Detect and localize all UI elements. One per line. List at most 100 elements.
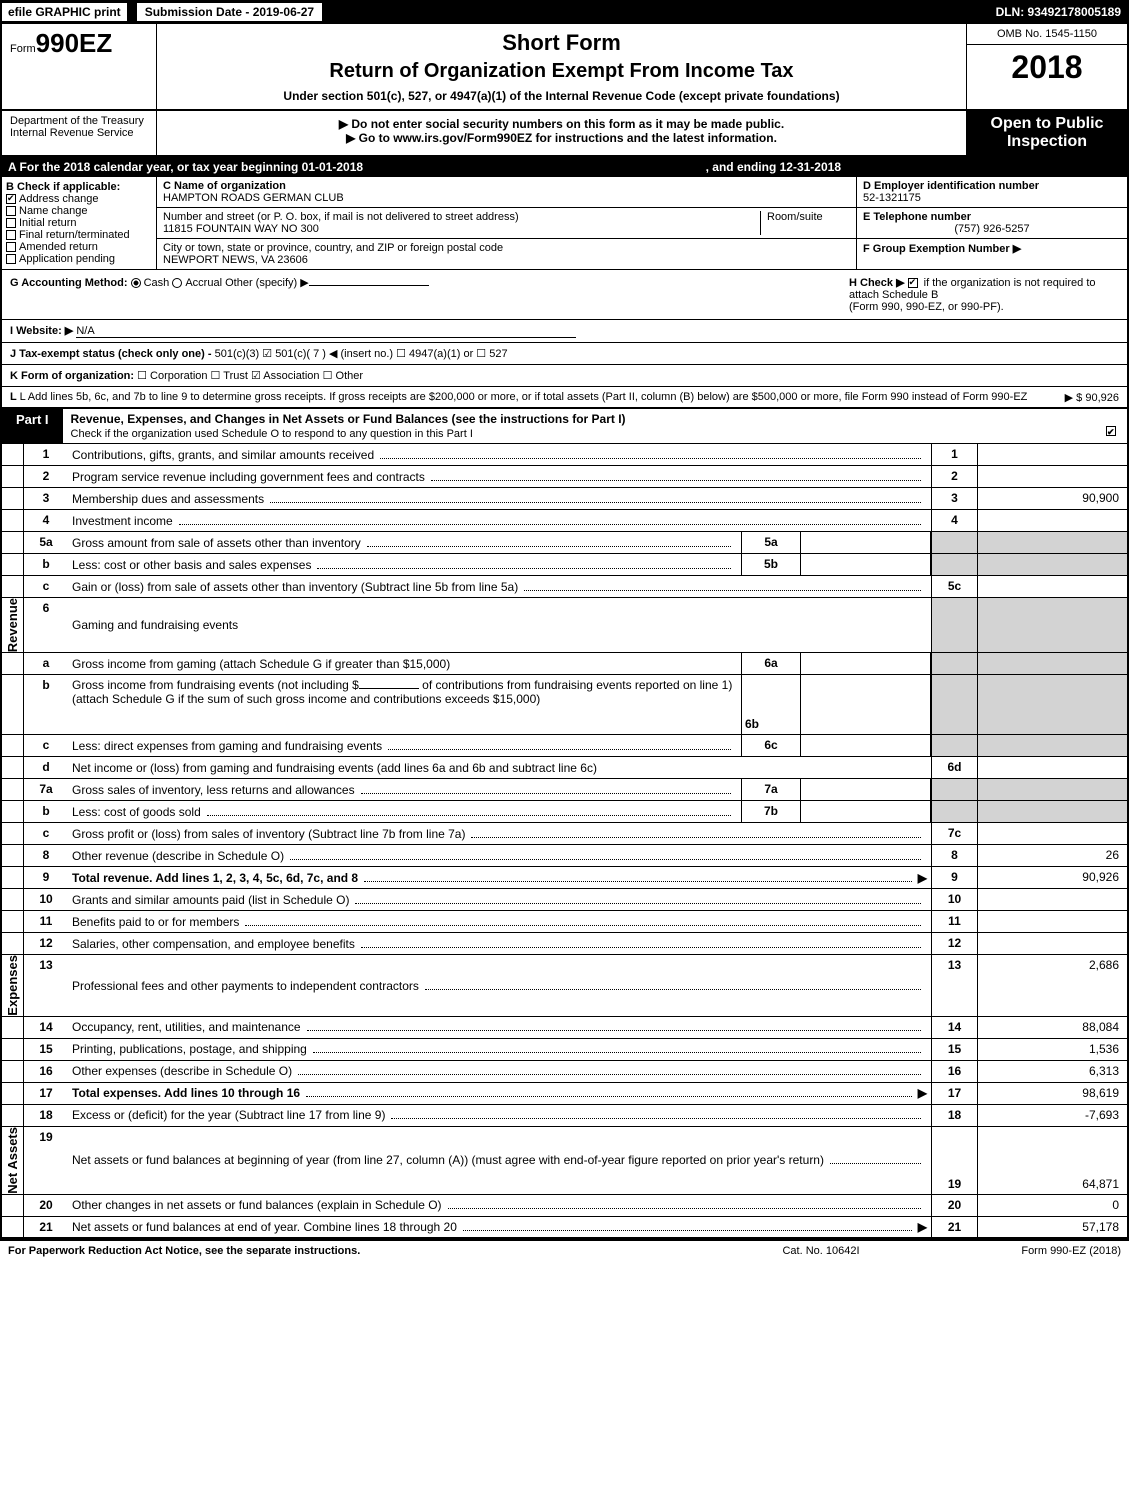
f-row: F Group Exemption Number ▶ [857, 239, 1127, 258]
h-line2: (Form 990, 990-EZ, or 990-PF). [849, 301, 1004, 313]
g-other-input[interactable] [309, 285, 429, 286]
checkbox-address-change[interactable] [6, 194, 16, 204]
line-7c: c Gross profit or (loss) from sales of i… [0, 823, 1129, 845]
side-revenue-spacer [2, 444, 24, 465]
line-2: 2 Program service revenue including gove… [0, 466, 1129, 488]
line-5a: 5a Gross amount from sale of assets othe… [0, 532, 1129, 554]
b-item-1[interactable]: Name change [6, 205, 152, 217]
ln16-val: 6,313 [977, 1061, 1127, 1082]
efile-label: efile GRAPHIC print [0, 1, 129, 23]
c-city-row: City or town, state or province, country… [157, 239, 856, 269]
ln13-val: 2,686 [977, 955, 1127, 1016]
omb-number: OMB No. 1545-1150 [967, 24, 1127, 45]
line-7a: 7a Gross sales of inventory, less return… [0, 779, 1129, 801]
radio-cash[interactable] [131, 278, 141, 288]
part1-checkbox[interactable] [1106, 426, 1116, 436]
line-15: 15 Printing, publications, postage, and … [0, 1039, 1129, 1061]
c-city-lbl: City or town, state or province, country… [163, 242, 503, 254]
short-form-title: Short Form [169, 30, 954, 56]
checkbox-h[interactable] [908, 278, 918, 288]
side-tab-expenses: Expenses [2, 955, 24, 1016]
line-8: 8 Other revenue (describe in Schedule O)… [0, 845, 1129, 867]
part1-title: Revenue, Expenses, and Changes in Net As… [63, 409, 1127, 443]
l-total: ▶ $ 90,926 [1065, 391, 1119, 404]
c-street-lbl: Number and street (or P. O. box, if mail… [163, 211, 760, 223]
ln18-val: -7,693 [977, 1105, 1127, 1126]
line-10: 10 Grants and similar amounts paid (list… [0, 889, 1129, 911]
e-row: E Telephone number (757) 926-5257 [857, 208, 1127, 239]
open-to-public: Open to Public Inspection [967, 111, 1127, 155]
side-tab-net: Net Assets [2, 1127, 24, 1194]
line-11: 11 Benefits paid to or for members 11 [0, 911, 1129, 933]
goto-link[interactable]: ▶ Go to www.irs.gov/Form990EZ for instru… [163, 131, 960, 145]
under-section: Under section 501(c), 527, or 4947(a)(1)… [169, 89, 954, 103]
part1-tab: Part I [2, 409, 63, 443]
room-suite-lbl: Room/suite [760, 211, 850, 235]
part1-sub: Check if the organization used Schedule … [71, 428, 473, 440]
dept-line1: Department of the Treasury [10, 115, 148, 127]
ln8-val: 26 [977, 845, 1127, 866]
c-name-row: C Name of organization HAMPTON ROADS GER… [157, 177, 856, 208]
e-lbl: E Telephone number [863, 211, 1121, 223]
info-grid: B Check if applicable: Address change Na… [0, 177, 1129, 270]
checkbox-initial-return[interactable] [6, 218, 16, 228]
line-13: Expenses 13 Professional fees and other … [0, 955, 1129, 1017]
dln: DLN: 93492178005189 [988, 3, 1129, 21]
line-17: 17 Total expenses. Add lines 10 through … [0, 1083, 1129, 1105]
b-label: B Check if applicable: [6, 181, 152, 193]
col-c: C Name of organization HAMPTON ROADS GER… [157, 177, 857, 269]
period-row: A For the 2018 calendar year, or tax yea… [0, 157, 1129, 177]
ln1-val [977, 444, 1127, 465]
ln1-desc: Contributions, gifts, grants, and simila… [68, 444, 931, 465]
h-label: H Check ▶ [849, 277, 905, 289]
b-item-0[interactable]: Address change [6, 193, 152, 205]
row-j: J Tax-exempt status (check only one) - 5… [0, 343, 1129, 365]
line-7b: b Less: cost of goods sold 7b [0, 801, 1129, 823]
j-label: J Tax-exempt status (check only one) - [10, 348, 212, 360]
checkbox-amended[interactable] [6, 242, 16, 252]
footer-cat: Cat. No. 10642I [721, 1245, 921, 1257]
line-6a: a Gross income from gaming (attach Sched… [0, 653, 1129, 675]
ein: 52-1321175 [863, 192, 1121, 204]
line-3: 3 Membership dues and assessments 3 90,9… [0, 488, 1129, 510]
g-accounting: G Accounting Method: Cash Accrual Other … [10, 276, 849, 313]
period-a: A For the 2018 calendar year, or tax yea… [8, 160, 363, 174]
line-5b: b Less: cost or other basis and sales ex… [0, 554, 1129, 576]
b-item-4[interactable]: Amended return [6, 241, 152, 253]
line-16: 16 Other expenses (describe in Schedule … [0, 1061, 1129, 1083]
line-21: 21 Net assets or fund balances at end of… [0, 1217, 1129, 1239]
b-item-5[interactable]: Application pending [6, 253, 152, 265]
period-ending: , and ending 12-31-2018 [706, 160, 841, 174]
f-lbl: F Group Exemption Number ▶ [863, 243, 1021, 255]
ln17-val: 98,619 [977, 1083, 1127, 1104]
form-number: 990EZ [36, 28, 113, 58]
line-12: 12 Salaries, other compensation, and emp… [0, 933, 1129, 955]
row-i: I Website: ▶ N/A [0, 320, 1129, 343]
ln9-val: 90,926 [977, 867, 1127, 888]
footer-left: For Paperwork Reduction Act Notice, see … [8, 1245, 721, 1257]
line-19: Net Assets 19 Net assets or fund balance… [0, 1127, 1129, 1195]
footer-form: Form 990-EZ (2018) [921, 1245, 1121, 1257]
checkbox-app-pending[interactable] [6, 254, 16, 264]
g-label: G Accounting Method: [10, 277, 128, 289]
form-prefix: Form [10, 43, 36, 55]
org-street: 11815 FOUNTAIN WAY NO 300 [163, 223, 760, 235]
j-opts: 501(c)(3) ☑ 501(c)( 7 ) ◀ (insert no.) ☐… [215, 348, 508, 360]
line-6: Revenue 6 Gaming and fundraising events [0, 598, 1129, 653]
radio-accrual[interactable] [172, 278, 182, 288]
l-text: L Add lines 5b, 6c, and 7b to line 9 to … [20, 391, 1028, 403]
checkbox-name-change[interactable] [6, 206, 16, 216]
dept-line2: Internal Revenue Service [10, 127, 148, 139]
line-6c: c Less: direct expenses from gaming and … [0, 735, 1129, 757]
tax-year: 2018 [967, 45, 1127, 90]
header-right: OMB No. 1545-1150 2018 [967, 24, 1127, 109]
b-item-2[interactable]: Initial return [6, 217, 152, 229]
line-20: 20 Other changes in net assets or fund b… [0, 1195, 1129, 1217]
ln20-val: 0 [977, 1195, 1127, 1216]
b-item-3[interactable]: Final return/terminated [6, 229, 152, 241]
org-city: NEWPORT NEWS, VA 23606 [163, 254, 503, 266]
checkbox-final-return[interactable] [6, 230, 16, 240]
submission-date: Submission Date - 2019-06-27 [135, 1, 324, 23]
col-b: B Check if applicable: Address change Na… [2, 177, 157, 269]
i-label: I Website: ▶ [10, 325, 73, 337]
